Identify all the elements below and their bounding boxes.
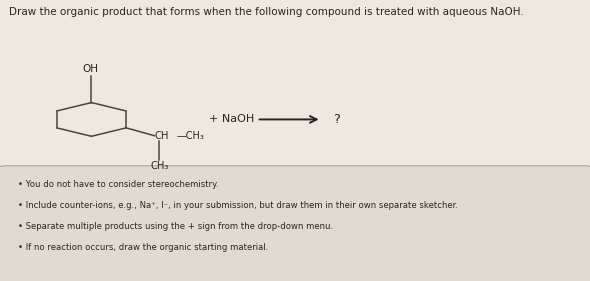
Text: Draw the organic product that forms when the following compound is treated with : Draw the organic product that forms when… [9, 7, 523, 17]
Text: • If no reaction occurs, draw the organic starting material.: • If no reaction occurs, draw the organi… [18, 243, 268, 252]
Text: OH: OH [83, 64, 99, 74]
Text: CH₃: CH₃ [150, 161, 168, 171]
Text: ?: ? [333, 113, 340, 126]
Text: CH: CH [155, 131, 169, 141]
Text: • Separate multiple products using the + sign from the drop-down menu.: • Separate multiple products using the +… [18, 222, 333, 231]
FancyBboxPatch shape [0, 166, 590, 281]
Text: • You do not have to consider stereochemistry.: • You do not have to consider stereochem… [18, 180, 218, 189]
Text: —CH₃: —CH₃ [177, 131, 205, 141]
Text: + NaOH: + NaOH [209, 114, 255, 124]
Text: • Include counter-ions, e.g., Na⁺, I⁻, in your submission, but draw them in thei: • Include counter-ions, e.g., Na⁺, I⁻, i… [18, 201, 458, 210]
